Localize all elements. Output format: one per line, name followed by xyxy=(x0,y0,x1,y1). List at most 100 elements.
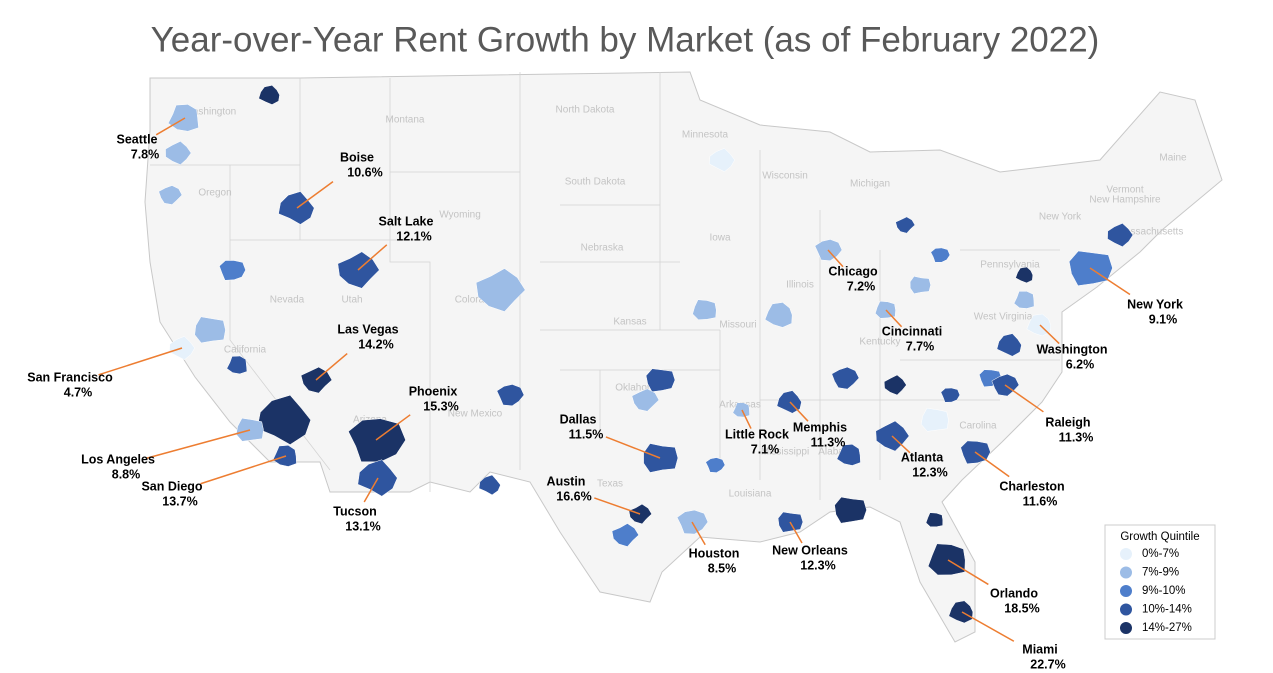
market-value: 7.2% xyxy=(847,279,876,293)
market-area xyxy=(478,474,501,496)
legend-label: 14%-27% xyxy=(1142,622,1192,634)
leader-line xyxy=(1039,324,1060,345)
market-area xyxy=(256,394,311,445)
state-label: West Virginia xyxy=(974,312,1033,323)
market-area xyxy=(475,268,526,312)
market-area xyxy=(920,407,949,432)
market-area xyxy=(165,141,192,165)
market-value: 11.3% xyxy=(811,435,846,449)
leader-line xyxy=(315,353,348,381)
leader-line xyxy=(155,117,186,136)
legend-label: 9%-10% xyxy=(1142,585,1185,597)
market-name: Memphis xyxy=(793,420,847,434)
market-area xyxy=(1013,291,1035,309)
leader-line xyxy=(961,611,1015,642)
market-name: Chicago xyxy=(828,264,878,278)
market-area xyxy=(883,374,907,396)
market-area xyxy=(940,387,961,403)
leader-line xyxy=(594,497,641,515)
leader-line xyxy=(1004,384,1044,413)
state-label: New Hampshire xyxy=(1089,195,1161,206)
market-area xyxy=(643,443,679,473)
state-label: Wisconsin xyxy=(762,171,808,182)
market-value: 11.6% xyxy=(1023,494,1058,508)
market-value: 6.2% xyxy=(1066,357,1095,371)
market-area xyxy=(226,355,248,375)
state-label: Mississippi xyxy=(761,447,809,458)
market-name: Salt Lake xyxy=(379,214,434,228)
leader-line xyxy=(789,401,809,422)
legend-box xyxy=(1104,524,1216,640)
market-name: New Orleans xyxy=(772,543,848,557)
market-area xyxy=(611,523,640,547)
market-area xyxy=(948,600,974,624)
market-area xyxy=(831,366,860,390)
state-label: Colorado xyxy=(455,295,496,306)
market-name: Tucson xyxy=(333,504,377,518)
market-name: New York xyxy=(1127,297,1183,311)
market-area xyxy=(628,503,653,525)
state-label: Oklahoma xyxy=(615,383,661,394)
market-area xyxy=(169,336,195,360)
state-label: Wyoming xyxy=(439,210,481,221)
legend-swatch xyxy=(1120,603,1132,616)
leader-line xyxy=(885,309,903,328)
state-labels: Washington Oregon Montana North Dakota Minne… xyxy=(184,105,1187,500)
market-area xyxy=(496,384,525,407)
leader-line xyxy=(691,521,706,546)
state-label: Montana xyxy=(386,115,425,126)
legend: Growth Quintile 0%-7% 7%-9% 9%-10% 10%-14% 1… xyxy=(1104,524,1216,640)
market-name: San Diego xyxy=(141,479,202,493)
market-value: 14.2% xyxy=(358,337,393,351)
market-area xyxy=(909,276,931,294)
state-label: Carolina xyxy=(959,421,997,432)
market-name: Dallas xyxy=(560,412,597,426)
market-value: 4.7% xyxy=(64,385,93,399)
market-area xyxy=(927,543,966,576)
market-area xyxy=(1015,266,1034,284)
market-name: Phoenix xyxy=(409,384,458,398)
leader-line xyxy=(146,429,251,459)
market-value: 11.5% xyxy=(569,427,604,441)
state-label: Kansas xyxy=(613,317,646,328)
state-label: Minnesota xyxy=(682,130,729,141)
us-outline xyxy=(144,71,1223,643)
state-label: Nebraska xyxy=(581,243,624,254)
leader-line xyxy=(974,451,1010,478)
legend-swatch xyxy=(1120,566,1132,579)
state-label: Nevada xyxy=(270,295,305,306)
market-area xyxy=(895,216,916,234)
market-value: 8.5% xyxy=(708,561,737,575)
market-value: 8.8% xyxy=(112,467,141,481)
market-area xyxy=(836,444,861,466)
market-area xyxy=(194,316,226,344)
market-area xyxy=(1107,223,1134,247)
state-label: Pennsylvania xyxy=(980,260,1040,271)
market-area xyxy=(996,333,1022,357)
market-value: 16.6% xyxy=(556,489,591,503)
legend-swatch xyxy=(1120,622,1132,634)
market-name: Orlando xyxy=(990,586,1038,600)
us-map xyxy=(144,71,1223,643)
market-value: 12.3% xyxy=(800,558,835,572)
state-label: Oregon xyxy=(198,188,231,199)
market-area xyxy=(705,457,726,473)
market-areas xyxy=(158,85,1134,624)
state-label: Louisiana xyxy=(729,489,772,500)
market-name: Miami xyxy=(1022,642,1057,656)
state-label: Maine xyxy=(1159,153,1187,164)
leader-line xyxy=(363,477,379,503)
market-value: 12.1% xyxy=(396,229,431,243)
state-label: California xyxy=(224,345,267,356)
market-name: Washington xyxy=(1036,342,1107,356)
market-name: Los Angeles xyxy=(81,452,155,466)
market-name: Charleston xyxy=(999,479,1064,493)
market-value: 9.1% xyxy=(1149,312,1178,326)
state-label: Washington xyxy=(184,107,236,118)
state-label: Michigan xyxy=(850,179,890,190)
state-label: Missouri xyxy=(719,320,756,331)
leader-line xyxy=(98,347,183,376)
